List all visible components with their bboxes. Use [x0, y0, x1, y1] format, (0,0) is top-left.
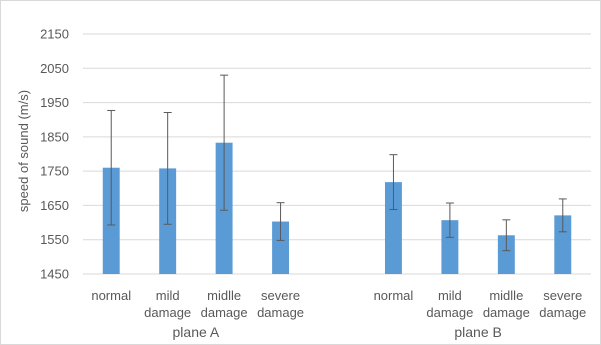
group-label: plane A	[173, 324, 220, 340]
y-axis-title: speed of sound (m/s)	[16, 90, 31, 212]
error-bar	[163, 112, 172, 225]
y-tick-label: 1650	[40, 198, 69, 213]
group-labels: plane A plane B	[173, 324, 502, 340]
error-bar	[107, 109, 116, 226]
error-bar	[445, 202, 454, 238]
error-bar	[276, 202, 285, 241]
error-bar	[558, 198, 567, 233]
category-label: normal	[91, 288, 131, 303]
error-bar	[389, 154, 398, 211]
y-tick-label: 1950	[40, 95, 69, 110]
bar	[497, 235, 515, 274]
category-label: mild damage	[426, 288, 473, 320]
bar	[272, 221, 290, 274]
category-label: mild damage	[144, 288, 191, 320]
category-label: midlle damage	[483, 288, 530, 320]
category-label: midlle damage	[201, 288, 248, 320]
error-bars	[107, 74, 567, 252]
y-tick-label: 2150	[40, 27, 69, 42]
bar	[441, 220, 459, 274]
y-tick-label: 1450	[40, 267, 69, 282]
category-labels: normal mild damage midlle damage severe damage…	[91, 288, 586, 320]
group-label: plane B	[454, 324, 501, 340]
error-bar	[502, 219, 511, 252]
y-tick-label: 1550	[40, 232, 69, 247]
bars	[102, 142, 572, 274]
category-label: normal	[374, 288, 414, 303]
category-label: severe damage	[257, 288, 304, 320]
bar	[384, 182, 402, 274]
category-label: severe damage	[539, 288, 586, 320]
y-tick-label: 1850	[40, 129, 69, 144]
error-bar	[220, 74, 229, 211]
y-tick-label: 1750	[40, 164, 69, 179]
y-tick-label: 2050	[40, 61, 69, 76]
y-tick-labels: 1450 1550 1650 1750 1850 1950 2050 2150	[40, 27, 69, 282]
bar	[554, 215, 572, 274]
